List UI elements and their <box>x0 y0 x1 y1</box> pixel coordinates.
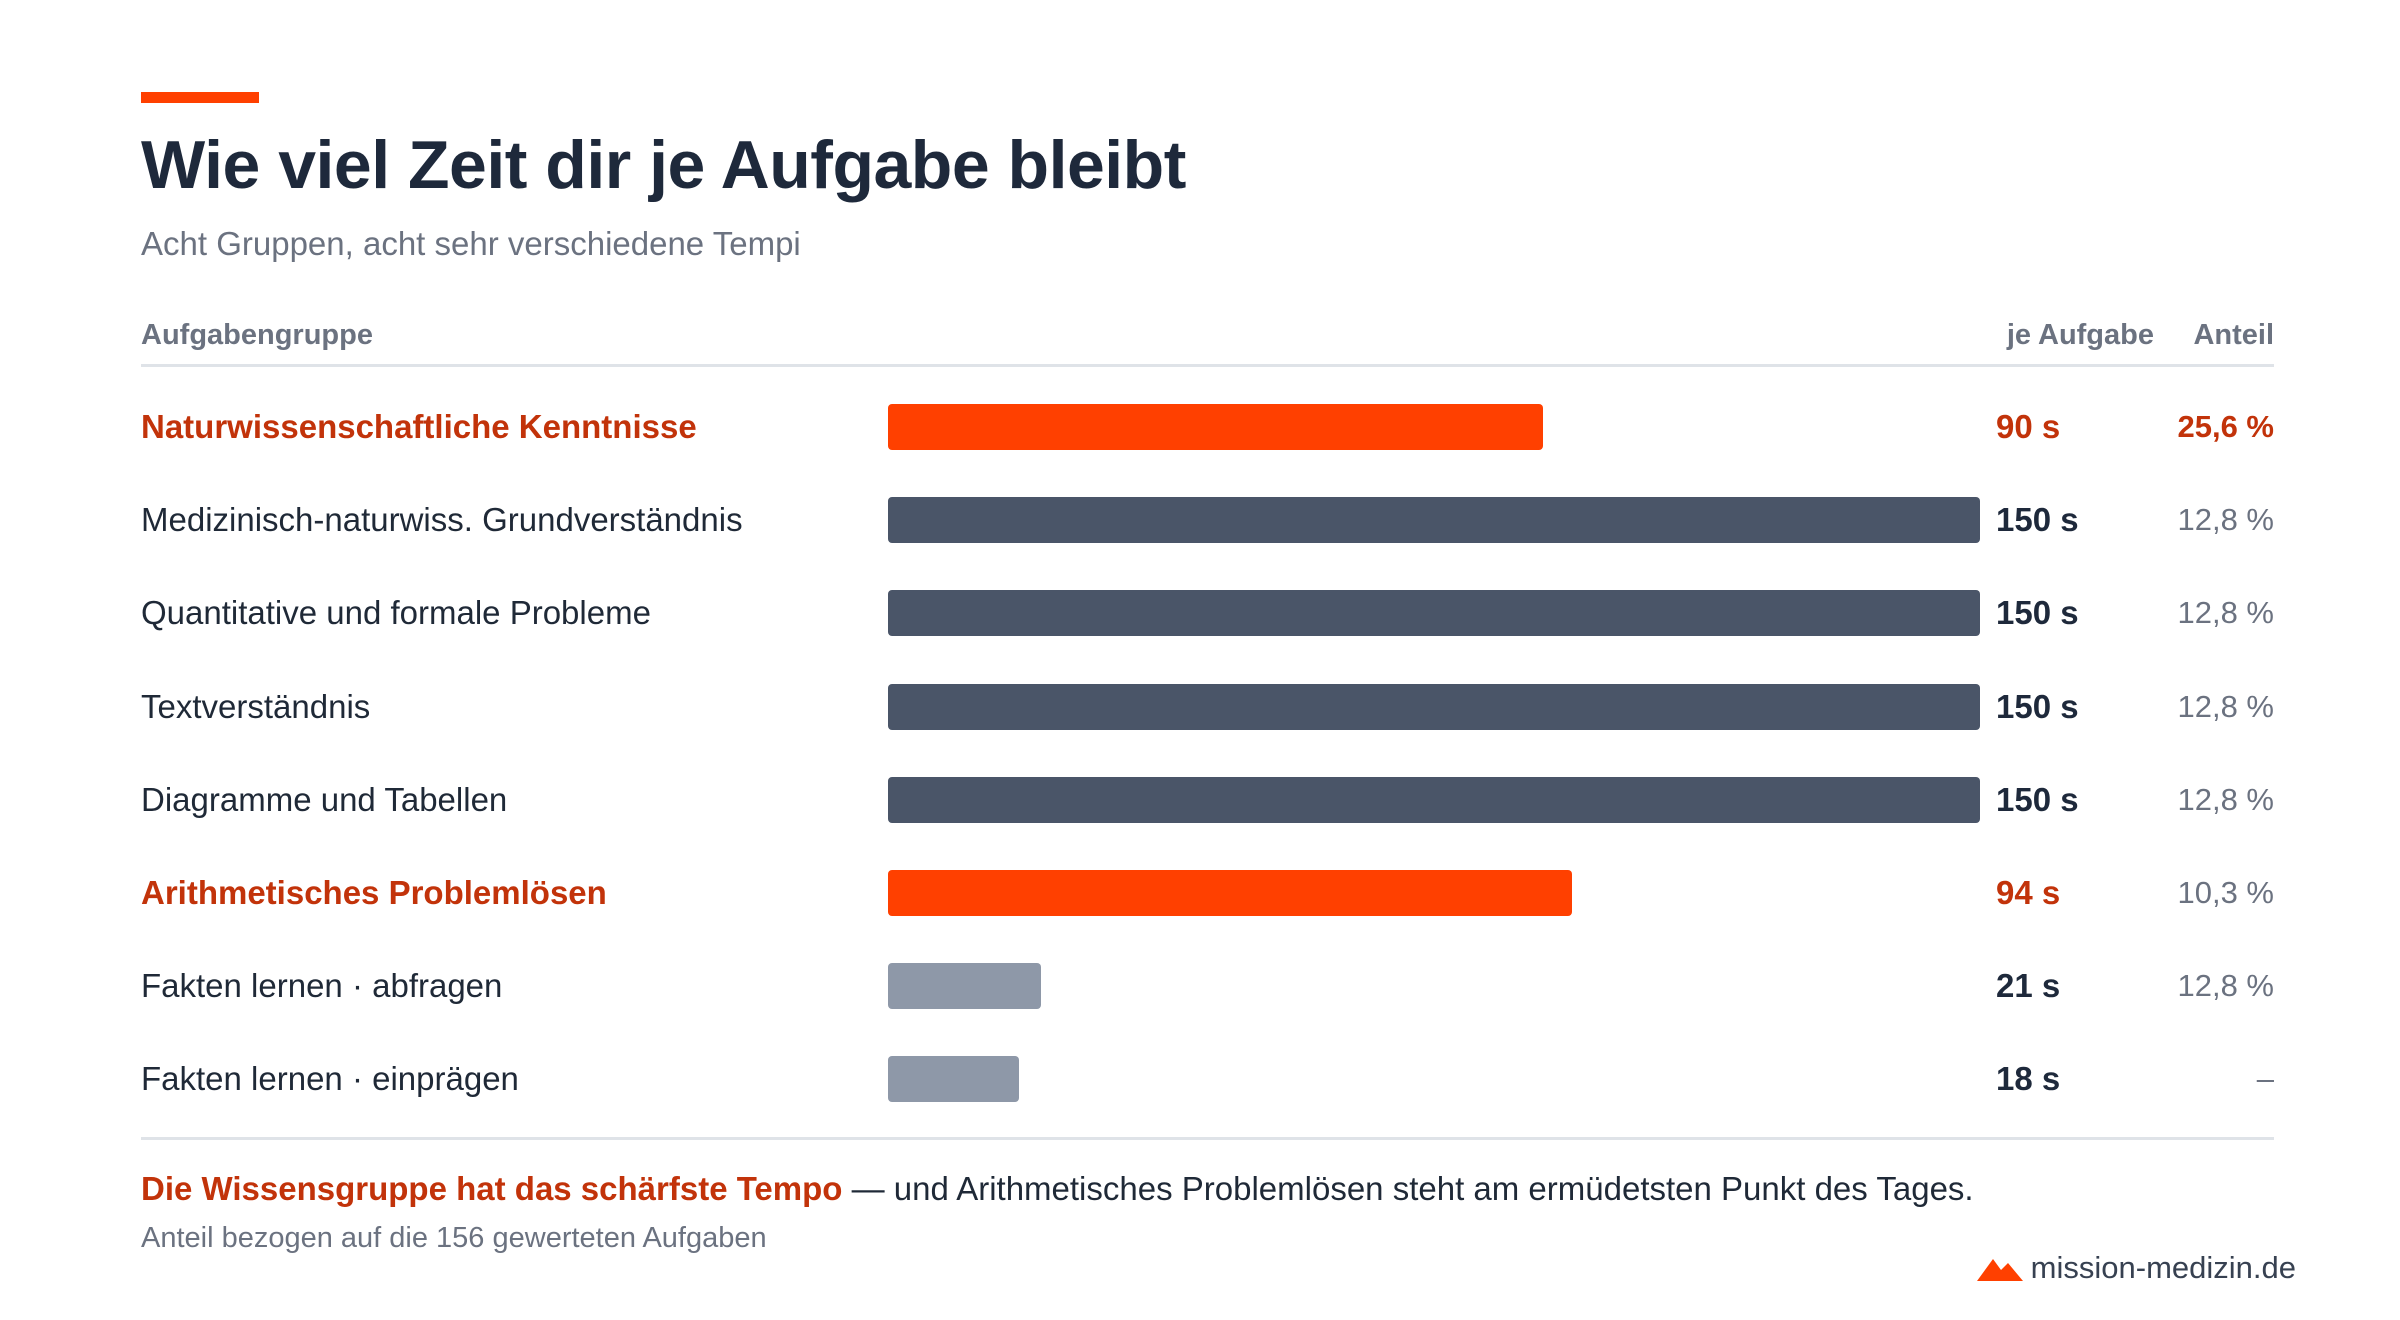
bar <box>888 776 1980 823</box>
bar <box>888 963 1041 1010</box>
chart-row: Arithmetisches Problemlösen 94 s 10,3 % <box>0 847 2400 940</box>
share-label: – <box>2256 1061 2274 1097</box>
footer-divider <box>141 1137 2274 1140</box>
chart-row: Medizinisch-naturwiss. Grundverständnis 1… <box>0 474 2400 567</box>
page-title: Wie viel Zeit dir je Aufgabe bleibt <box>141 127 1186 203</box>
value-label: 18 s <box>1996 1060 2061 1098</box>
value-label: 21 s <box>1996 967 2061 1005</box>
chart-row: Textverständnis 150 s 12,8 % <box>0 660 2400 753</box>
share-label: 12,8 % <box>2177 595 2274 631</box>
brand-link[interactable]: mission-medizin.de <box>1976 1250 2296 1286</box>
chart-row: Naturwissenschaftliche Kenntnisse 90 s 25,… <box>0 381 2400 474</box>
share-label: 12,8 % <box>2177 688 2274 724</box>
mountain-icon <box>1976 1259 2023 1281</box>
takeaway-lead: Die Wissensgruppe hat das schärfste Temp… <box>141 1170 843 1207</box>
bar <box>888 497 1980 544</box>
value-label: 150 s <box>1996 594 2079 632</box>
bar <box>888 1056 1020 1103</box>
takeaway-rest: — und Arithmetisches Problemlösen steht … <box>842 1170 1974 1207</box>
page-subtitle: Acht Gruppen, acht sehr verschiedene Tem… <box>141 225 801 262</box>
value-label: 90 s <box>1996 408 2061 445</box>
row-label: Fakten lernen · abfragen <box>141 967 503 1005</box>
bar <box>888 404 1544 450</box>
column-header-per-task: je Aufgabe <box>2006 319 2154 351</box>
column-header-group: Aufgabengruppe <box>141 319 373 351</box>
value-label: 150 s <box>1996 780 2079 818</box>
chart-row: Fakten lernen · einprägen 18 s – <box>0 1033 2400 1126</box>
bar <box>888 683 1980 730</box>
row-label: Medizinisch-naturwiss. Grundverständnis <box>141 501 743 539</box>
share-label: 12,8 % <box>2177 968 2274 1004</box>
takeaway-text: Die Wissensgruppe hat das schärfste Temp… <box>141 1170 1974 1208</box>
share-label: 12,8 % <box>2177 781 2274 817</box>
column-header-share: Anteil <box>2193 319 2274 351</box>
chart-row: Quantitative und formale Probleme 150 s 12… <box>0 567 2400 660</box>
bar <box>888 590 1980 637</box>
row-label: Diagramme und Tabellen <box>141 780 508 818</box>
share-label: 10,3 % <box>2177 875 2274 910</box>
row-label: Fakten lernen · einprägen <box>141 1060 519 1098</box>
share-label: 12,8 % <box>2177 502 2274 538</box>
share-label: 25,6 % <box>2177 409 2274 444</box>
chart-row: Fakten lernen · abfragen 21 s 12,8 % <box>0 940 2400 1033</box>
value-label: 94 s <box>1996 874 2061 911</box>
accent-bar <box>141 92 259 103</box>
chart-row: Diagramme und Tabellen 150 s 12,8 % <box>0 753 2400 846</box>
row-label: Quantitative und formale Probleme <box>141 594 651 632</box>
row-label: Textverständnis <box>141 687 371 725</box>
value-label: 150 s <box>1996 501 2079 539</box>
value-label: 150 s <box>1996 687 2079 725</box>
row-label: Naturwissenschaftliche Kenntnisse <box>141 408 697 445</box>
footnote: Anteil bezogen auf die 156 gewerteten Au… <box>141 1222 767 1254</box>
header-divider <box>141 364 2274 367</box>
row-label: Arithmetisches Problemlösen <box>141 874 607 911</box>
brand-name: mission-medizin.de <box>2030 1250 2296 1285</box>
bar <box>888 870 1573 916</box>
